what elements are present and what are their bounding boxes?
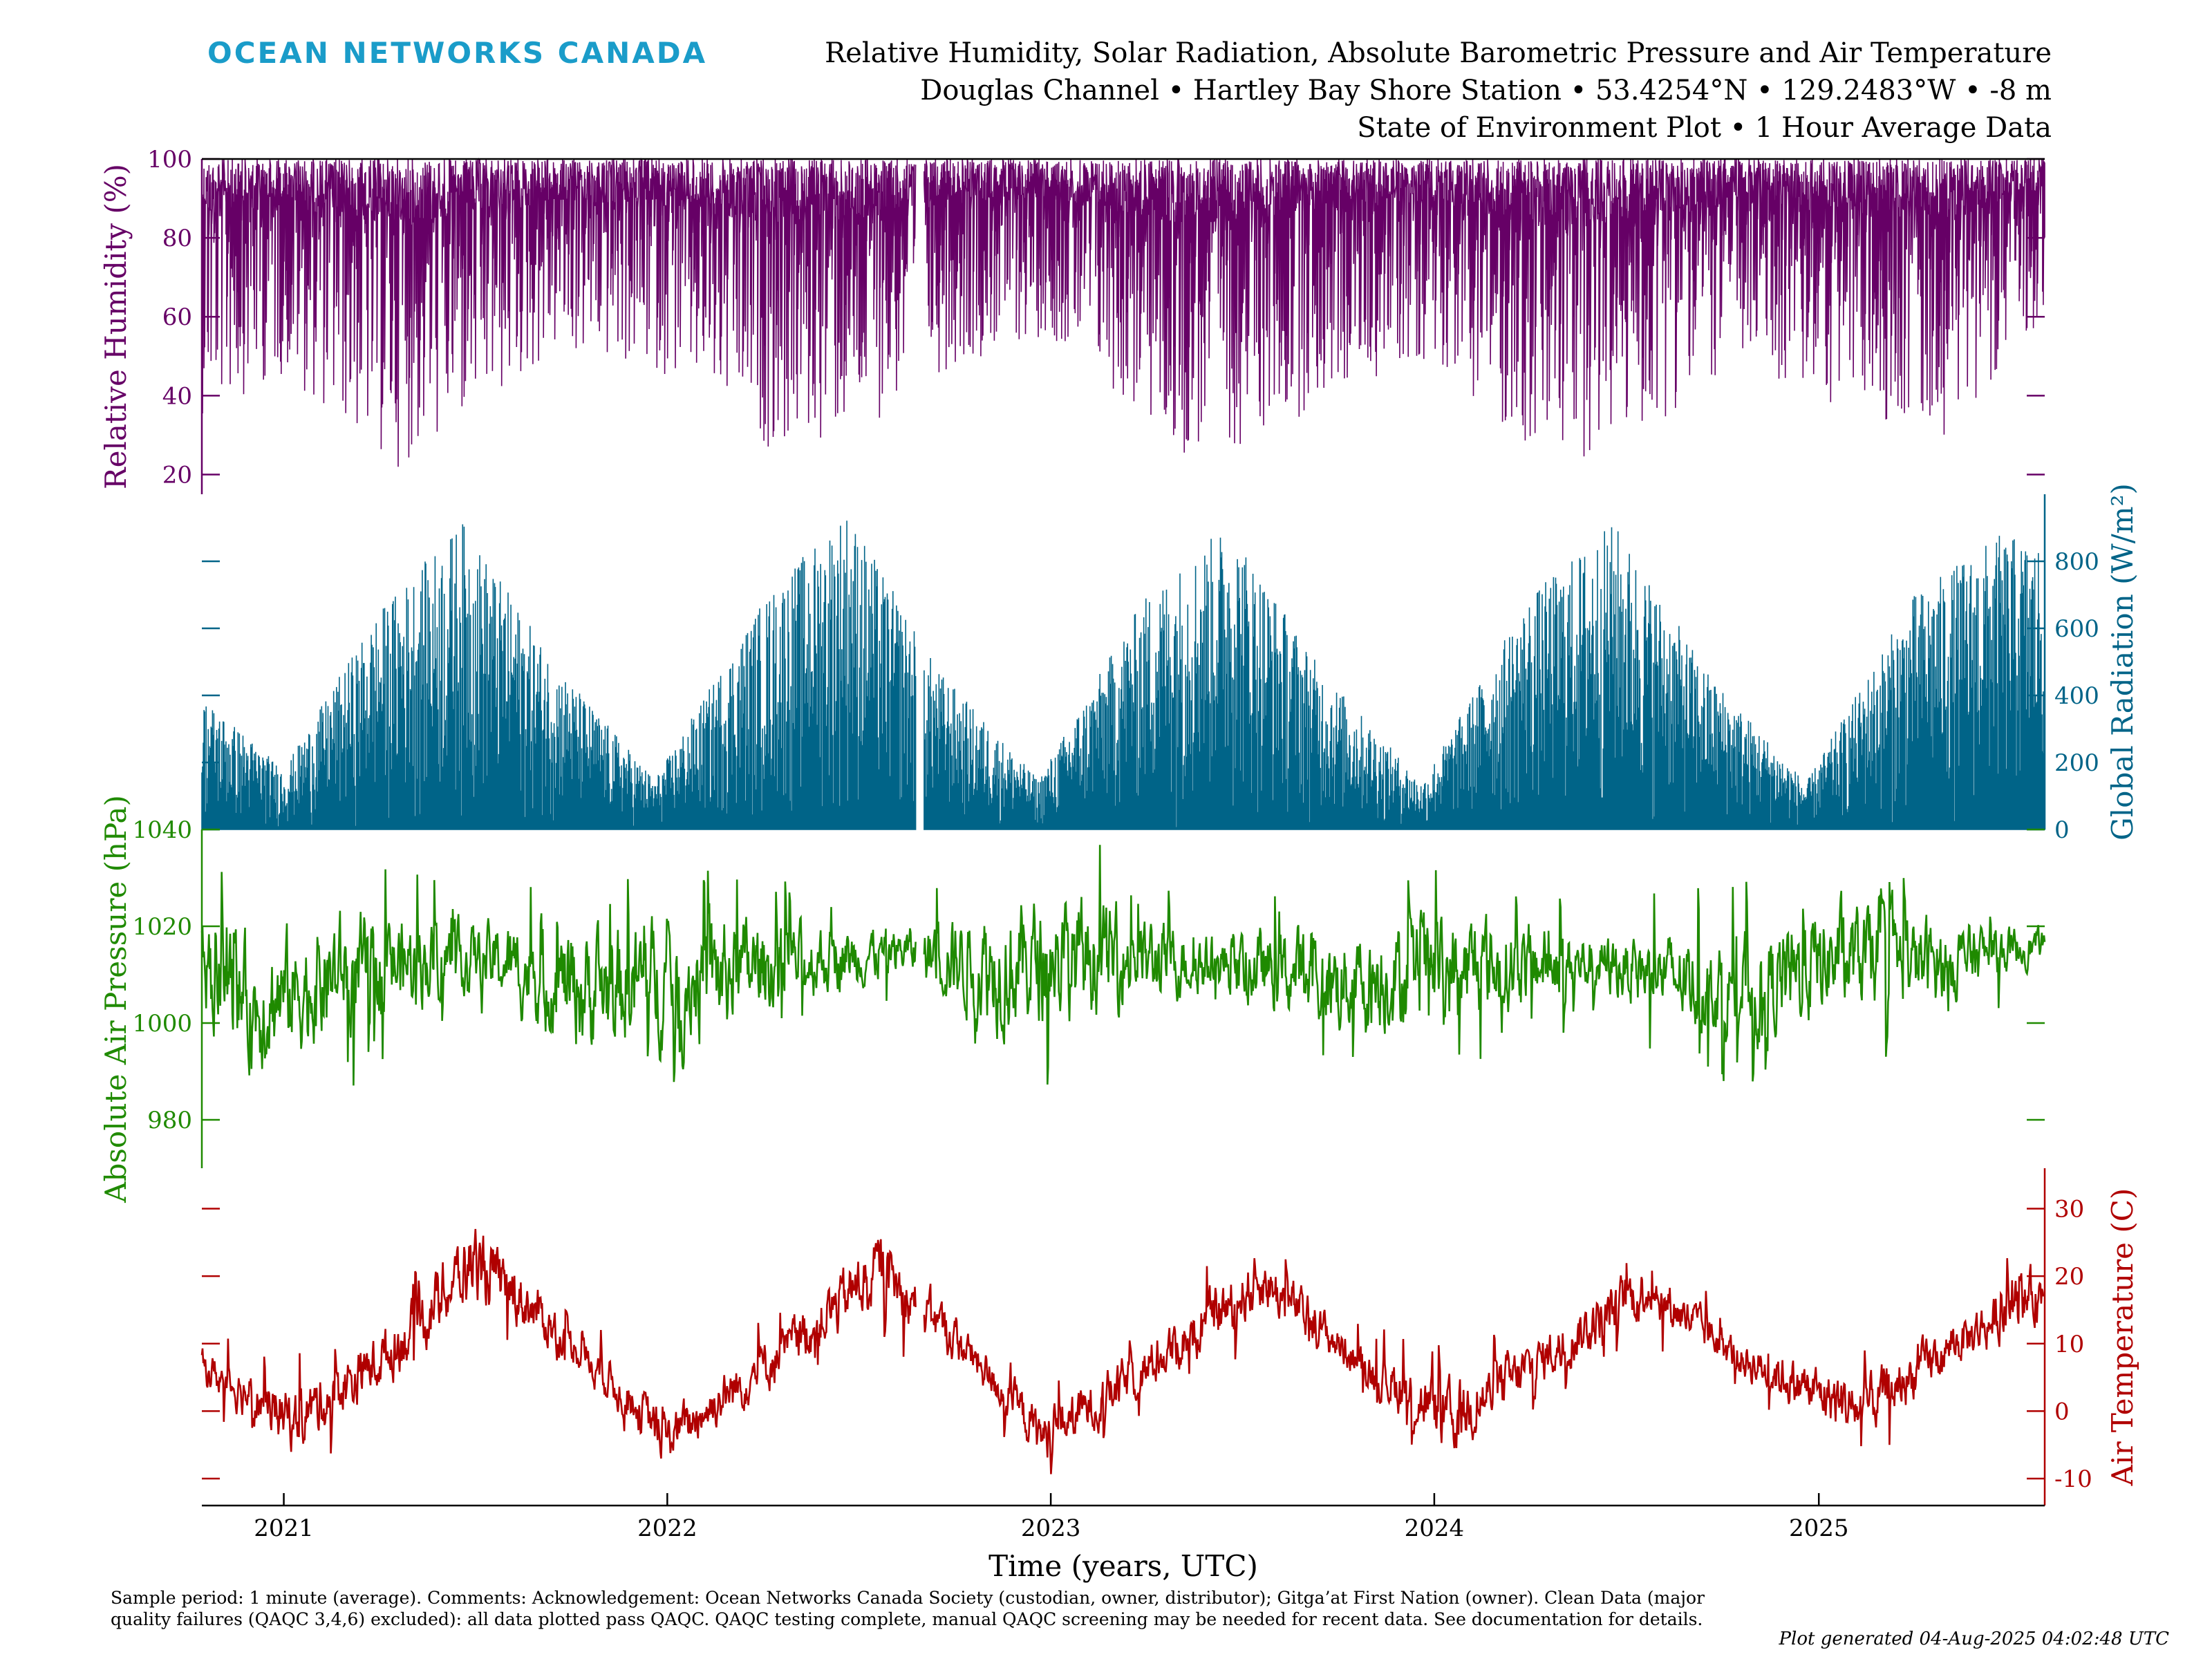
x-tick-label: 2021 xyxy=(254,1515,314,1542)
x-tick-label: 2022 xyxy=(637,1515,697,1542)
logo-text: OCEAN NETWORKS CANADA xyxy=(207,36,708,70)
generated-timestamp: Plot generated 04-Aug-2025 04:02:48 UTC xyxy=(1779,1629,2169,1649)
temperature-series-line xyxy=(200,1228,2045,1474)
temperature-tick-label: 10 xyxy=(2054,1331,2084,1358)
humidity-tick-label: 100 xyxy=(147,146,192,174)
humidity-series-line xyxy=(201,157,2045,467)
x-tick-label: 2025 xyxy=(1789,1515,1849,1542)
temperature-tick-label: 0 xyxy=(2054,1398,2070,1425)
temperature-tick-label: 30 xyxy=(2054,1196,2084,1224)
plot-title: Relative Humidity, Solar Radiation, Abso… xyxy=(825,37,2052,69)
humidity-tick-label: 40 xyxy=(162,382,192,410)
pressure-axis-title: Absolute Air Pressure (hPa) xyxy=(99,795,133,1203)
pressure-tick-label: 980 xyxy=(147,1107,192,1134)
plot-type-subtitle: State of Environment Plot • 1 Hour Avera… xyxy=(1357,112,2052,144)
radiation-tick-label: 200 xyxy=(2054,749,2099,777)
humidity-panel: 20 40 60 80 100 Relative Humidity (%) xyxy=(99,146,2045,494)
humidity-tick-label: 80 xyxy=(162,225,192,252)
pressure-tick-label: 1020 xyxy=(132,913,192,941)
temperature-panel: -10 0 10 20 30 Air Temperature (C) xyxy=(200,1168,2139,1506)
temperature-tick-label: 20 xyxy=(2054,1263,2084,1291)
radiation-tick-label: 600 xyxy=(2054,615,2099,643)
radiation-series-line xyxy=(201,521,2045,830)
radiation-tick-label: 800 xyxy=(2054,548,2099,576)
station-subtitle: Douglas Channel • Hartley Bay Shore Stat… xyxy=(920,75,2052,106)
footer-note: Sample period: 1 minute (average). Comme… xyxy=(111,1588,1705,1629)
humidity-tick-label: 60 xyxy=(162,303,192,331)
radiation-tick-label: 400 xyxy=(2054,682,2099,710)
pressure-series-line xyxy=(200,845,2046,1086)
radiation-tick-label: 0 xyxy=(2054,816,2070,844)
x-axis-title: Time (years, UTC) xyxy=(988,1549,1258,1583)
humidity-axis-title: Relative Humidity (%) xyxy=(99,164,133,489)
x-tick-label: 2024 xyxy=(1405,1515,1465,1542)
pressure-tick-label: 1040 xyxy=(132,816,192,844)
x-tick-label: 2023 xyxy=(1021,1515,1081,1542)
radiation-panel: 0 200 400 600 800 Global Radiation (W/m²) xyxy=(201,483,2139,844)
temperature-axis-title: Air Temperature (C) xyxy=(2106,1188,2139,1487)
radiation-axis-title: Global Radiation (W/m²) xyxy=(2106,483,2139,841)
pressure-tick-label: 1000 xyxy=(132,1010,192,1038)
temperature-tick-label: -10 xyxy=(2054,1465,2092,1493)
humidity-tick-label: 20 xyxy=(162,461,192,489)
